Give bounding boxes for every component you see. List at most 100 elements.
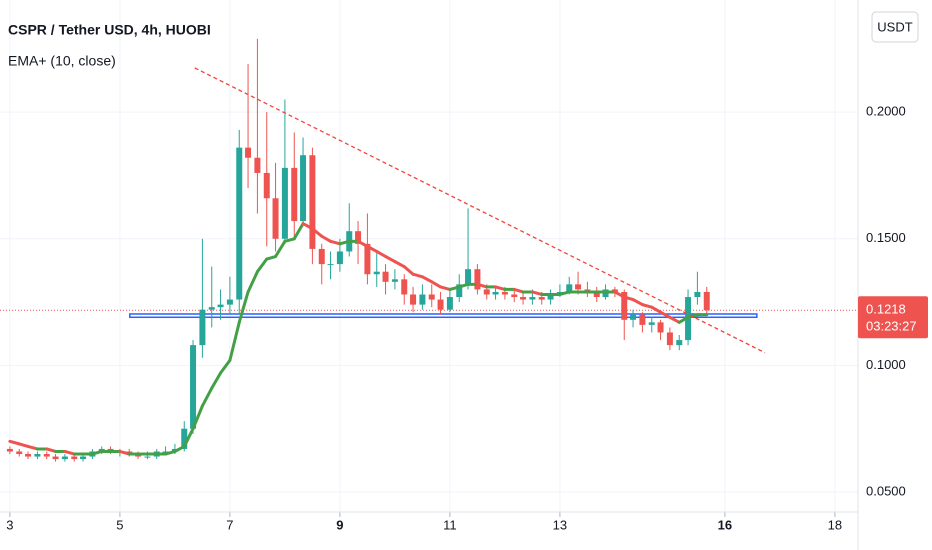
candle-body bbox=[694, 291, 701, 298]
ema-segment bbox=[338, 239, 351, 246]
ema-segment bbox=[8, 439, 21, 446]
y-tick-label: 0.2000 bbox=[866, 104, 906, 119]
candle-body bbox=[25, 454, 32, 457]
candle-body bbox=[6, 448, 13, 452]
currency-button-bg[interactable] bbox=[871, 11, 919, 43]
candle-body bbox=[483, 289, 490, 295]
candle-body bbox=[676, 340, 683, 346]
ema-segment bbox=[356, 239, 369, 248]
candle-body bbox=[529, 297, 536, 300]
candle-body bbox=[300, 155, 307, 222]
ema-segment bbox=[182, 427, 195, 448]
candle-body bbox=[34, 454, 41, 457]
candle-body bbox=[16, 451, 23, 455]
candle-body bbox=[263, 172, 270, 199]
candle-body bbox=[639, 314, 646, 325]
y-tick-label: 0.1000 bbox=[866, 357, 906, 372]
candle-body bbox=[547, 294, 554, 300]
x-tick-label: 16 bbox=[718, 517, 732, 532]
candle-body bbox=[437, 299, 444, 310]
candle-body bbox=[492, 291, 499, 295]
x-tick-label: 18 bbox=[828, 517, 842, 532]
candle-body bbox=[520, 297, 527, 300]
candle-body bbox=[208, 307, 215, 310]
candle-body bbox=[474, 269, 481, 290]
candle-body bbox=[621, 291, 628, 320]
candle-body bbox=[401, 279, 408, 295]
ema-segment bbox=[457, 282, 470, 289]
candle-body bbox=[52, 456, 59, 460]
ema-segment bbox=[200, 386, 214, 408]
candle-body bbox=[446, 297, 453, 310]
support-zone bbox=[129, 313, 758, 319]
candle-body bbox=[382, 271, 389, 282]
ema-segment bbox=[191, 404, 204, 431]
ema-segment bbox=[411, 272, 424, 279]
ema-segment bbox=[475, 282, 489, 289]
candle-body bbox=[43, 454, 50, 457]
ema-segment bbox=[384, 255, 397, 264]
candle-body bbox=[318, 248, 325, 265]
ema-segment bbox=[63, 449, 76, 456]
ema-segment bbox=[246, 270, 259, 294]
candle-body bbox=[162, 451, 169, 453]
candle-body bbox=[456, 284, 463, 298]
ema-segment bbox=[420, 275, 434, 284]
ema-segment bbox=[173, 444, 186, 453]
ema-segment bbox=[265, 255, 278, 261]
ema-segment bbox=[640, 303, 654, 309]
candle-body bbox=[181, 428, 188, 449]
ema-segment bbox=[375, 249, 388, 259]
candle-body bbox=[71, 456, 78, 460]
candle-body bbox=[272, 198, 279, 239]
candle-body bbox=[190, 345, 197, 429]
ema-segment bbox=[237, 290, 250, 324]
ema-segment bbox=[622, 295, 635, 302]
candle-body bbox=[236, 147, 243, 300]
candle-body bbox=[538, 297, 545, 300]
candle-body bbox=[593, 291, 600, 298]
ema-segment bbox=[310, 227, 324, 238]
ema-segment bbox=[530, 290, 544, 296]
candle-body bbox=[575, 284, 582, 290]
candle-body bbox=[309, 155, 316, 249]
countdown: 03:23:27 bbox=[866, 319, 917, 334]
x-tick-label: 11 bbox=[443, 517, 457, 532]
candle-body bbox=[226, 299, 233, 305]
candle-body bbox=[373, 271, 380, 275]
candle-body bbox=[630, 314, 637, 320]
x-tick-label: 3 bbox=[6, 517, 13, 532]
price-label: 0.1218 bbox=[866, 302, 906, 317]
candle-body bbox=[291, 167, 298, 222]
ema-segment bbox=[439, 285, 452, 291]
ema-segment bbox=[365, 244, 379, 253]
ema-segment bbox=[301, 222, 314, 231]
candle-body bbox=[666, 332, 673, 346]
ema-segment bbox=[26, 444, 39, 451]
ema-segment bbox=[118, 449, 131, 456]
ema-segment bbox=[274, 239, 287, 259]
ema-segment bbox=[292, 222, 305, 241]
ema-segment bbox=[219, 358, 232, 375]
ema-segment bbox=[393, 260, 406, 269]
x-tick-label: 5 bbox=[116, 517, 123, 532]
ema-segment bbox=[255, 257, 269, 274]
ema-segment bbox=[558, 290, 571, 296]
x-tick-label: 13 bbox=[553, 517, 567, 532]
candle-body bbox=[703, 291, 710, 311]
ema-segment bbox=[494, 285, 507, 291]
candle-body bbox=[391, 279, 398, 282]
ema-segment bbox=[668, 315, 681, 324]
candle-body bbox=[657, 322, 664, 333]
candle-body bbox=[428, 294, 435, 300]
ema-segment bbox=[677, 315, 690, 324]
ema-segment bbox=[329, 239, 342, 246]
candle-body bbox=[245, 147, 252, 158]
candle-body bbox=[511, 294, 518, 298]
candle-body bbox=[199, 309, 206, 346]
ema-segment bbox=[17, 442, 30, 448]
candle-body bbox=[364, 243, 371, 275]
chart-title: CSPR / Tether USD, 4h, HUOBI bbox=[8, 22, 211, 38]
x-tick-label: 9 bbox=[336, 517, 343, 532]
currency-button[interactable]: USDT bbox=[877, 19, 912, 34]
